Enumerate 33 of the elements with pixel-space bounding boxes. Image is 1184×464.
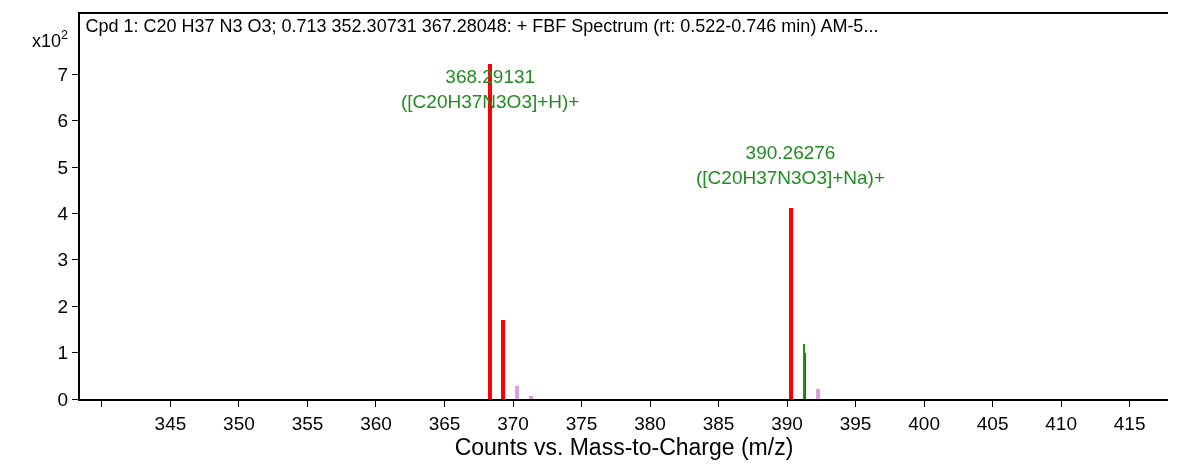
bar <box>789 208 793 399</box>
y-tick-label: 6 <box>57 110 69 132</box>
x-tick-label: 390 <box>771 412 803 434</box>
y-tick-label: 1 <box>57 342 69 364</box>
y-tick-label: 7 <box>57 63 69 85</box>
chart-title: Cpd 1: C20 H37 N3 O3; 0.713 352.30731 367.28048: + FBF Spectrum (rt: 0.522-0.746 min) AM-5... <box>85 16 879 37</box>
x-tick-label: 360 <box>360 412 392 434</box>
annotation: 390.26276 ([C20H37N3O3]+Na)+ <box>696 142 886 188</box>
x-tick-label: 345 <box>154 412 187 434</box>
x-tick-label: 385 <box>702 412 735 434</box>
x-tick-label: 370 <box>497 412 529 434</box>
x-tick-label: 415 <box>1113 412 1146 434</box>
y-tick-label: 2 <box>57 295 69 317</box>
x-tick-label: 405 <box>976 412 1009 434</box>
x-tick-label: 410 <box>1045 412 1077 434</box>
bar <box>515 386 519 399</box>
bar <box>803 344 805 399</box>
x-tick-label: 400 <box>908 412 940 434</box>
x-tick-label: 395 <box>839 412 872 434</box>
bar <box>529 396 533 399</box>
y-tick-label: 0 <box>57 388 69 410</box>
y-axis-title: x10$^{2}$ <box>32 28 69 51</box>
y-tick-label: 4 <box>57 203 69 225</box>
bar <box>816 389 820 399</box>
x-tick-label: 355 <box>291 412 324 434</box>
x-tick-label: 365 <box>428 412 461 434</box>
x-tick-label: 380 <box>634 412 666 434</box>
y-tick-label: 5 <box>57 156 69 178</box>
x-tick-label: 350 <box>223 412 255 434</box>
x-tick-label: 375 <box>565 412 598 434</box>
bar <box>501 320 505 399</box>
x-axis-title: Counts vs. Mass-to-Charge (m/z) <box>454 433 794 460</box>
y-tick-label: 3 <box>57 249 69 271</box>
